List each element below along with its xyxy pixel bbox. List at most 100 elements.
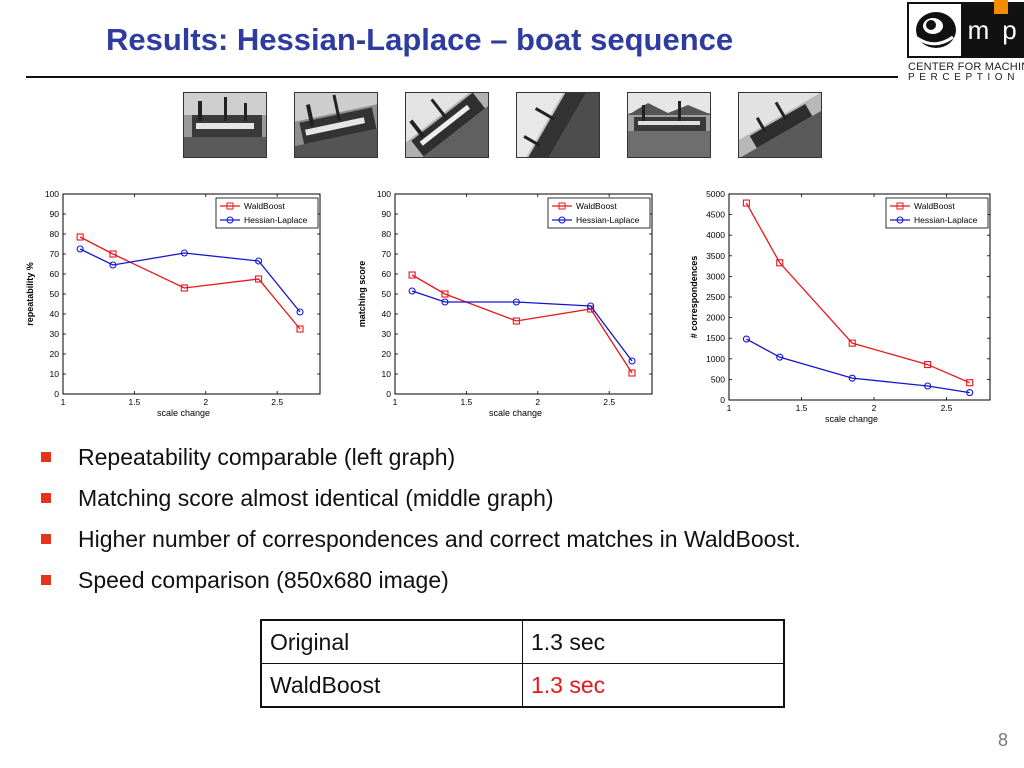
bullet-list: Repeatability comparable (left graph) Ma… <box>40 440 801 604</box>
legend-label: WaldBoost <box>244 201 285 211</box>
legend-circle-marker-icon <box>896 216 904 224</box>
table-row: WaldBoost 1.3 sec <box>260 663 785 708</box>
repeatability-chart: 0 10 20 30 40 50 60 70 80 90 100 1 1.5 2 2.5 scale chan… <box>25 189 321 418</box>
boat-image-5 <box>627 92 711 158</box>
bullet-item: Speed comparison (850x680 image) <box>40 563 801 604</box>
waldboost-data-point <box>776 259 784 267</box>
legend-square-marker-icon <box>896 202 904 210</box>
x-tick-label: 2.5 <box>941 403 953 413</box>
legend-label: WaldBoost <box>576 201 617 211</box>
x-tick-label: 2.5 <box>271 397 283 407</box>
y-tick-label: 500 <box>711 374 725 384</box>
x-axis-label: scale change <box>489 408 542 418</box>
y-tick-label: 20 <box>382 349 392 359</box>
bullet-square-icon <box>41 452 51 462</box>
hessian-laplace-data-point <box>848 374 856 382</box>
y-tick-label: 0 <box>386 389 391 399</box>
table-cell-value: 1.3 sec <box>522 619 785 664</box>
cmp-logo-letter-m: m <box>963 2 994 58</box>
y-tick-label: 4000 <box>706 230 725 240</box>
boat-image-4 <box>516 92 600 158</box>
hessian-laplace-data-point <box>628 357 636 365</box>
bullet-item: Higher number of correspondences and cor… <box>40 522 801 563</box>
legend-circle-marker-icon <box>226 216 234 224</box>
x-tick-label: 2 <box>203 397 208 407</box>
bullet-text: Speed comparison (850x680 image) <box>78 567 449 593</box>
y-tick-label: 100 <box>45 189 59 199</box>
y-axis-label: repeatability % <box>25 262 35 326</box>
table-cell-value-highlighted: 1.3 sec <box>522 663 785 708</box>
y-tick-label: 60 <box>50 269 60 279</box>
y-tick-label: 3000 <box>706 271 725 281</box>
waldboost-data-point <box>848 339 856 347</box>
legend-label: Hessian-Laplace <box>244 215 308 225</box>
cmp-logo-letter-p: p <box>994 2 1024 58</box>
bullet-item: Matching score almost identical (middle … <box>40 481 801 522</box>
thumbnail-strip <box>0 92 1024 160</box>
y-tick-label: 10 <box>382 369 392 379</box>
waldboost-data-point <box>255 275 263 283</box>
series-line-waldboost <box>745 202 970 384</box>
y-tick-label: 50 <box>382 289 392 299</box>
speed-comparison-table: Original 1.3 sec WaldBoost 1.3 sec <box>260 619 785 708</box>
y-tick-label: 3500 <box>706 251 725 261</box>
x-axis-label: scale change <box>825 414 878 424</box>
x-tick-label: 1 <box>393 397 398 407</box>
y-tick-label: 80 <box>382 229 392 239</box>
hessian-laplace-data-point <box>76 245 84 253</box>
legend-label: Hessian-Laplace <box>914 215 978 225</box>
y-tick-label: 2500 <box>706 292 725 302</box>
y-tick-label: 100 <box>377 189 391 199</box>
hessian-laplace-data-point <box>966 389 974 397</box>
legend-circle-marker-icon <box>558 216 566 224</box>
boat-image-3 <box>405 92 489 158</box>
y-tick-label: 1500 <box>706 333 725 343</box>
cmp-logo: m p CENTER FOR MACHINE PERCEPTION <box>905 0 1024 86</box>
bullet-square-icon <box>41 493 51 503</box>
cmp-logo-text-line2: PERCEPTION <box>908 72 1020 83</box>
cmp-logo-orange-square <box>994 0 1008 14</box>
hessian-laplace-data-point <box>296 308 304 316</box>
cmp-logo-eye-icon <box>907 2 963 58</box>
y-tick-label: 70 <box>50 249 60 259</box>
table-cell-label: WaldBoost <box>260 663 523 708</box>
waldboost-data-point <box>742 199 750 207</box>
boat-image-1 <box>183 92 267 158</box>
legend-square-marker-icon <box>558 202 566 210</box>
waldboost-data-point <box>76 233 84 241</box>
y-axis-label: matching score <box>357 261 367 328</box>
waldboost-data-point <box>408 271 416 279</box>
series-line-hessian-laplace <box>746 338 970 394</box>
y-tick-label: 30 <box>382 329 392 339</box>
y-tick-label: 0 <box>720 395 725 405</box>
hessian-laplace-data-point <box>776 353 784 361</box>
waldboost-data-point <box>180 284 188 292</box>
y-tick-label: 0 <box>54 389 59 399</box>
table-cell-label: Original <box>260 619 523 664</box>
y-tick-label: 2000 <box>706 313 725 323</box>
y-tick-label: 90 <box>382 209 392 219</box>
series-line-hessian-laplace <box>79 248 301 313</box>
waldboost-data-point <box>441 290 449 298</box>
waldboost-data-point <box>628 369 636 377</box>
legend-label: Hessian-Laplace <box>576 215 640 225</box>
waldboost-data-point <box>109 250 117 258</box>
y-tick-label: 60 <box>382 269 392 279</box>
series-line-waldboost <box>79 236 301 330</box>
x-tick-label: 1.5 <box>796 403 808 413</box>
y-tick-label: 1000 <box>706 354 725 364</box>
legend-box <box>885 197 989 229</box>
slide-title: Results: Hessian-Laplace – boat sequence <box>106 22 734 57</box>
y-tick-label: 20 <box>50 349 60 359</box>
boat-image-6 <box>738 92 822 158</box>
y-tick-label: 90 <box>50 209 60 219</box>
waldboost-data-point <box>966 379 974 387</box>
y-axis-label: # correspondences <box>689 256 699 339</box>
y-tick-label: 4500 <box>706 210 725 220</box>
hessian-laplace-data-point <box>512 298 520 306</box>
bullet-square-icon <box>41 575 51 585</box>
bullet-item: Repeatability comparable (left graph) <box>40 440 801 481</box>
waldboost-data-point <box>296 325 304 333</box>
series-line-waldboost <box>411 274 633 374</box>
x-tick-label: 1 <box>61 397 66 407</box>
